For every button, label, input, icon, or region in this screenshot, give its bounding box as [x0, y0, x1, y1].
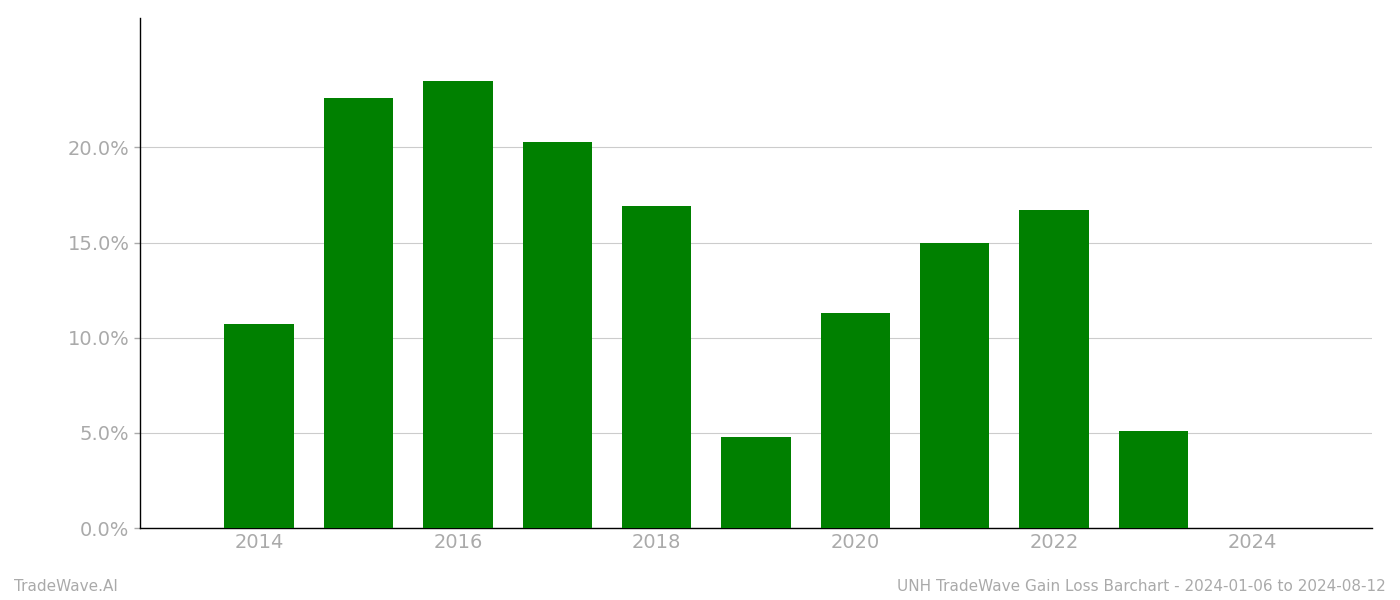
Bar [423, 81, 493, 528]
Bar [820, 313, 890, 528]
Bar [522, 142, 592, 528]
Bar [920, 242, 990, 528]
Text: UNH TradeWave Gain Loss Barchart - 2024-01-06 to 2024-08-12: UNH TradeWave Gain Loss Barchart - 2024-… [897, 579, 1386, 594]
Bar [1019, 210, 1089, 528]
Bar [1119, 431, 1189, 528]
Text: TradeWave.AI: TradeWave.AI [14, 579, 118, 594]
Bar [721, 437, 791, 528]
Bar [622, 206, 692, 528]
Bar [323, 98, 393, 528]
Bar [224, 325, 294, 528]
